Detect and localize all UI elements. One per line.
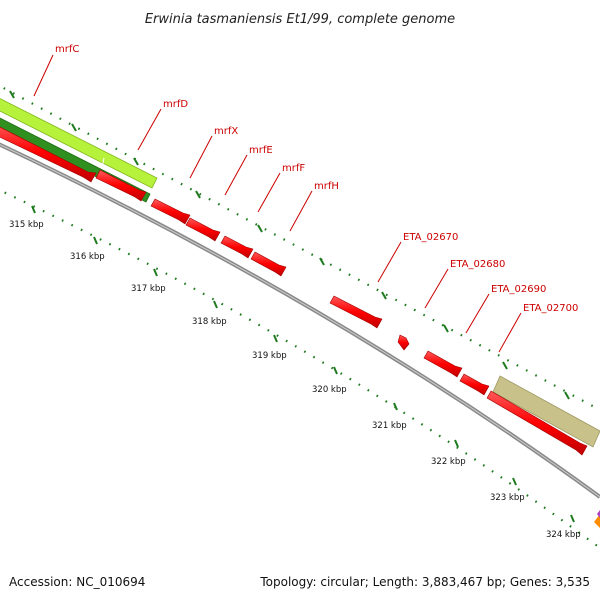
- major-tick: [9, 90, 15, 99]
- gene-label-eta-02700: ETA_02700: [523, 303, 578, 314]
- kbp-label: 317 kbp: [131, 284, 166, 294]
- kbp-label: 322 kbp: [431, 457, 466, 467]
- major-tick: [564, 391, 570, 400]
- gene-label-mrff: mrfF: [282, 163, 305, 174]
- kbp-label: 321 kbp: [372, 421, 407, 431]
- kbp-label: 318 kbp: [192, 317, 227, 327]
- gene-track-forward: [0, 98, 600, 448]
- gene-arrow: [0, 126, 97, 183]
- genome-summary-text: Topology: circular; Length: 3,883,467 bp…: [259, 575, 590, 589]
- feature-marker: [594, 514, 600, 528]
- gene-arrow: [150, 198, 191, 225]
- gene-label-mrfc: mrfC: [55, 44, 79, 55]
- kbp-label: 315 kbp: [9, 220, 44, 230]
- kbp-label: 323 kbp: [490, 493, 525, 503]
- major-tick: [93, 236, 98, 245]
- kbp-label: 320 kbp: [312, 385, 347, 395]
- leader-line: [224, 154, 248, 196]
- gene-labels: mrfC mrfD mrfX mrfE mrfF mrfH ETA_02670 …: [55, 44, 578, 314]
- kbp-label: 324 kbp: [546, 530, 581, 540]
- leader-line: [189, 135, 213, 179]
- gene-arrow: [220, 235, 254, 259]
- gene-label-mrfe: mrfE: [249, 145, 273, 156]
- gene-mrfc-bar: [0, 98, 158, 189]
- kbp-labels: 315 kbp 316 kbp 317 kbp 318 kbp 319 kbp …: [9, 220, 581, 540]
- leader-line: [33, 54, 54, 97]
- gene-eta-02700-bar: [492, 375, 600, 448]
- major-tick: [133, 157, 139, 166]
- gene-label-eta-02680: ETA_02680: [450, 259, 505, 270]
- gene-label-mrfx: mrfX: [214, 126, 238, 137]
- major-tick: [257, 224, 263, 233]
- genome-backbone: [0, 142, 600, 499]
- gene-label-eta-02690: ETA_02690: [491, 284, 546, 295]
- major-tick: [319, 257, 325, 266]
- major-tick: [31, 205, 36, 214]
- leader-line: [257, 172, 281, 213]
- accession-text: Accession: NC_010694: [9, 575, 145, 589]
- gene-arrow: [459, 373, 490, 396]
- leader-line: [465, 293, 490, 334]
- gene-arrow: [486, 390, 588, 456]
- major-tick: [333, 366, 338, 375]
- leader-line: [424, 268, 449, 309]
- gene-arrow: [397, 334, 410, 351]
- feature-marker: [597, 510, 600, 518]
- gene-arrow: [329, 295, 383, 329]
- major-tick: [512, 477, 517, 486]
- gene-label-eta-02670: ETA_02670: [403, 232, 458, 243]
- gene-track-red: [0, 126, 588, 456]
- gene-label-mrfd: mrfD: [163, 99, 188, 110]
- major-tick: [213, 300, 218, 309]
- kbp-label: 316 kbp: [70, 252, 105, 262]
- gene-arrow: [95, 169, 147, 202]
- major-tick: [153, 268, 158, 277]
- outer-tick-ring: [0, 84, 600, 411]
- major-tick: [195, 190, 201, 199]
- label-leaders: [33, 54, 522, 353]
- leader-line: [377, 241, 402, 283]
- leader-line: [289, 190, 313, 232]
- inner-scale-ring: [0, 189, 600, 549]
- major-tick: [273, 334, 278, 343]
- gene-arrow: [250, 251, 287, 277]
- kbp-label: 319 kbp: [252, 351, 287, 361]
- gene-arrow: [185, 217, 221, 242]
- major-tick: [393, 402, 398, 411]
- major-tick: [381, 291, 387, 300]
- map-title: Erwinia tasmaniensis Et1/99, complete ge…: [145, 12, 455, 27]
- leader-line: [137, 108, 162, 151]
- leader-line: [498, 312, 522, 353]
- major-tick: [570, 514, 575, 523]
- major-tick: [454, 439, 459, 448]
- gene-label-mrfh: mrfH: [314, 181, 339, 192]
- major-tick: [502, 361, 508, 370]
- major-tick: [71, 123, 77, 132]
- major-tick: [443, 324, 449, 333]
- gene-arrow: [423, 350, 463, 378]
